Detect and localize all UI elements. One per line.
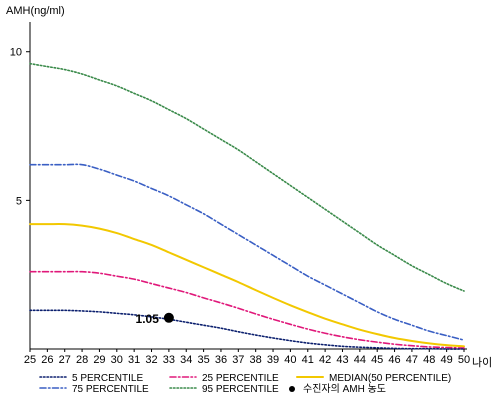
x-tick-label: 45	[371, 354, 383, 366]
series-lines	[29, 62, 465, 350]
x-tick-label: 33	[163, 354, 175, 366]
patient-marker: 1.05	[136, 312, 174, 326]
legend-label: 75 PERCENTILE	[72, 384, 149, 395]
x-tick-label: 37	[232, 354, 244, 366]
x-tick-label: 32	[145, 354, 157, 366]
x-tick-label: 29	[93, 354, 105, 366]
x-tick-label: 28	[76, 354, 88, 366]
x-tick-label: 39	[267, 354, 279, 366]
x-tick-label: 43	[336, 354, 348, 366]
x-tick-label: 46	[388, 354, 400, 366]
x-tick-label: 34	[180, 354, 192, 366]
legend-label: 수진자의 AMH 농도	[303, 383, 386, 395]
x-tick-label: 44	[354, 354, 366, 366]
legend: 5 PERCENTILE 25 PERCENTILE MEDIAN(50 PERCE…	[39, 373, 451, 395]
y-ticks: 5 10	[10, 47, 30, 207]
x-tick-label: 25	[24, 354, 36, 366]
series-5-percentile-line	[29, 309, 465, 350]
x-axis-title: 나이	[472, 356, 492, 369]
x-tick-label: 48	[423, 354, 435, 366]
x-tick-label: 36	[215, 354, 227, 366]
legend-label: MEDIAN(50 PERCENTILE)	[329, 373, 451, 384]
x-tick-label: 49	[441, 354, 453, 366]
series-75-percentile-line	[29, 163, 465, 341]
series-median-line	[29, 223, 465, 348]
legend-label: 25 PERCENTILE	[202, 373, 279, 384]
x-tick-label: 27	[59, 354, 71, 366]
series-25-percentile-line	[29, 270, 465, 349]
x-tick-label: 41	[302, 354, 314, 366]
x-tick-label: 42	[319, 354, 331, 366]
x-tick-label: 30	[111, 354, 123, 366]
axes	[29, 22, 467, 350]
x-tick-label: 47	[406, 354, 418, 366]
x-tick-label: 50	[458, 354, 470, 366]
x-tick-label: 26	[41, 354, 53, 366]
y-tick-label: 10	[10, 47, 22, 59]
y-axis-title: AMH(ng/ml)	[6, 5, 65, 17]
legend-label: 5 PERCENTILE	[72, 373, 143, 384]
x-tick-label: 38	[250, 354, 262, 366]
patient-amh-point	[163, 312, 174, 323]
x-ticks: 25 26 27 28 29 30 31 32 33 34 35 36 37 38 39 40 41 42 43 44…	[24, 349, 470, 366]
series-95-percentile-line	[29, 62, 465, 292]
legend-point-swatch	[289, 386, 295, 392]
x-tick-label: 40	[284, 354, 296, 366]
legend-label: 95 PERCENTILE	[202, 384, 279, 395]
patient-amh-value-label: 1.05	[136, 312, 160, 326]
y-tick-label: 5	[16, 195, 22, 207]
x-tick-label: 35	[197, 354, 209, 366]
x-tick-label: 31	[128, 354, 140, 366]
